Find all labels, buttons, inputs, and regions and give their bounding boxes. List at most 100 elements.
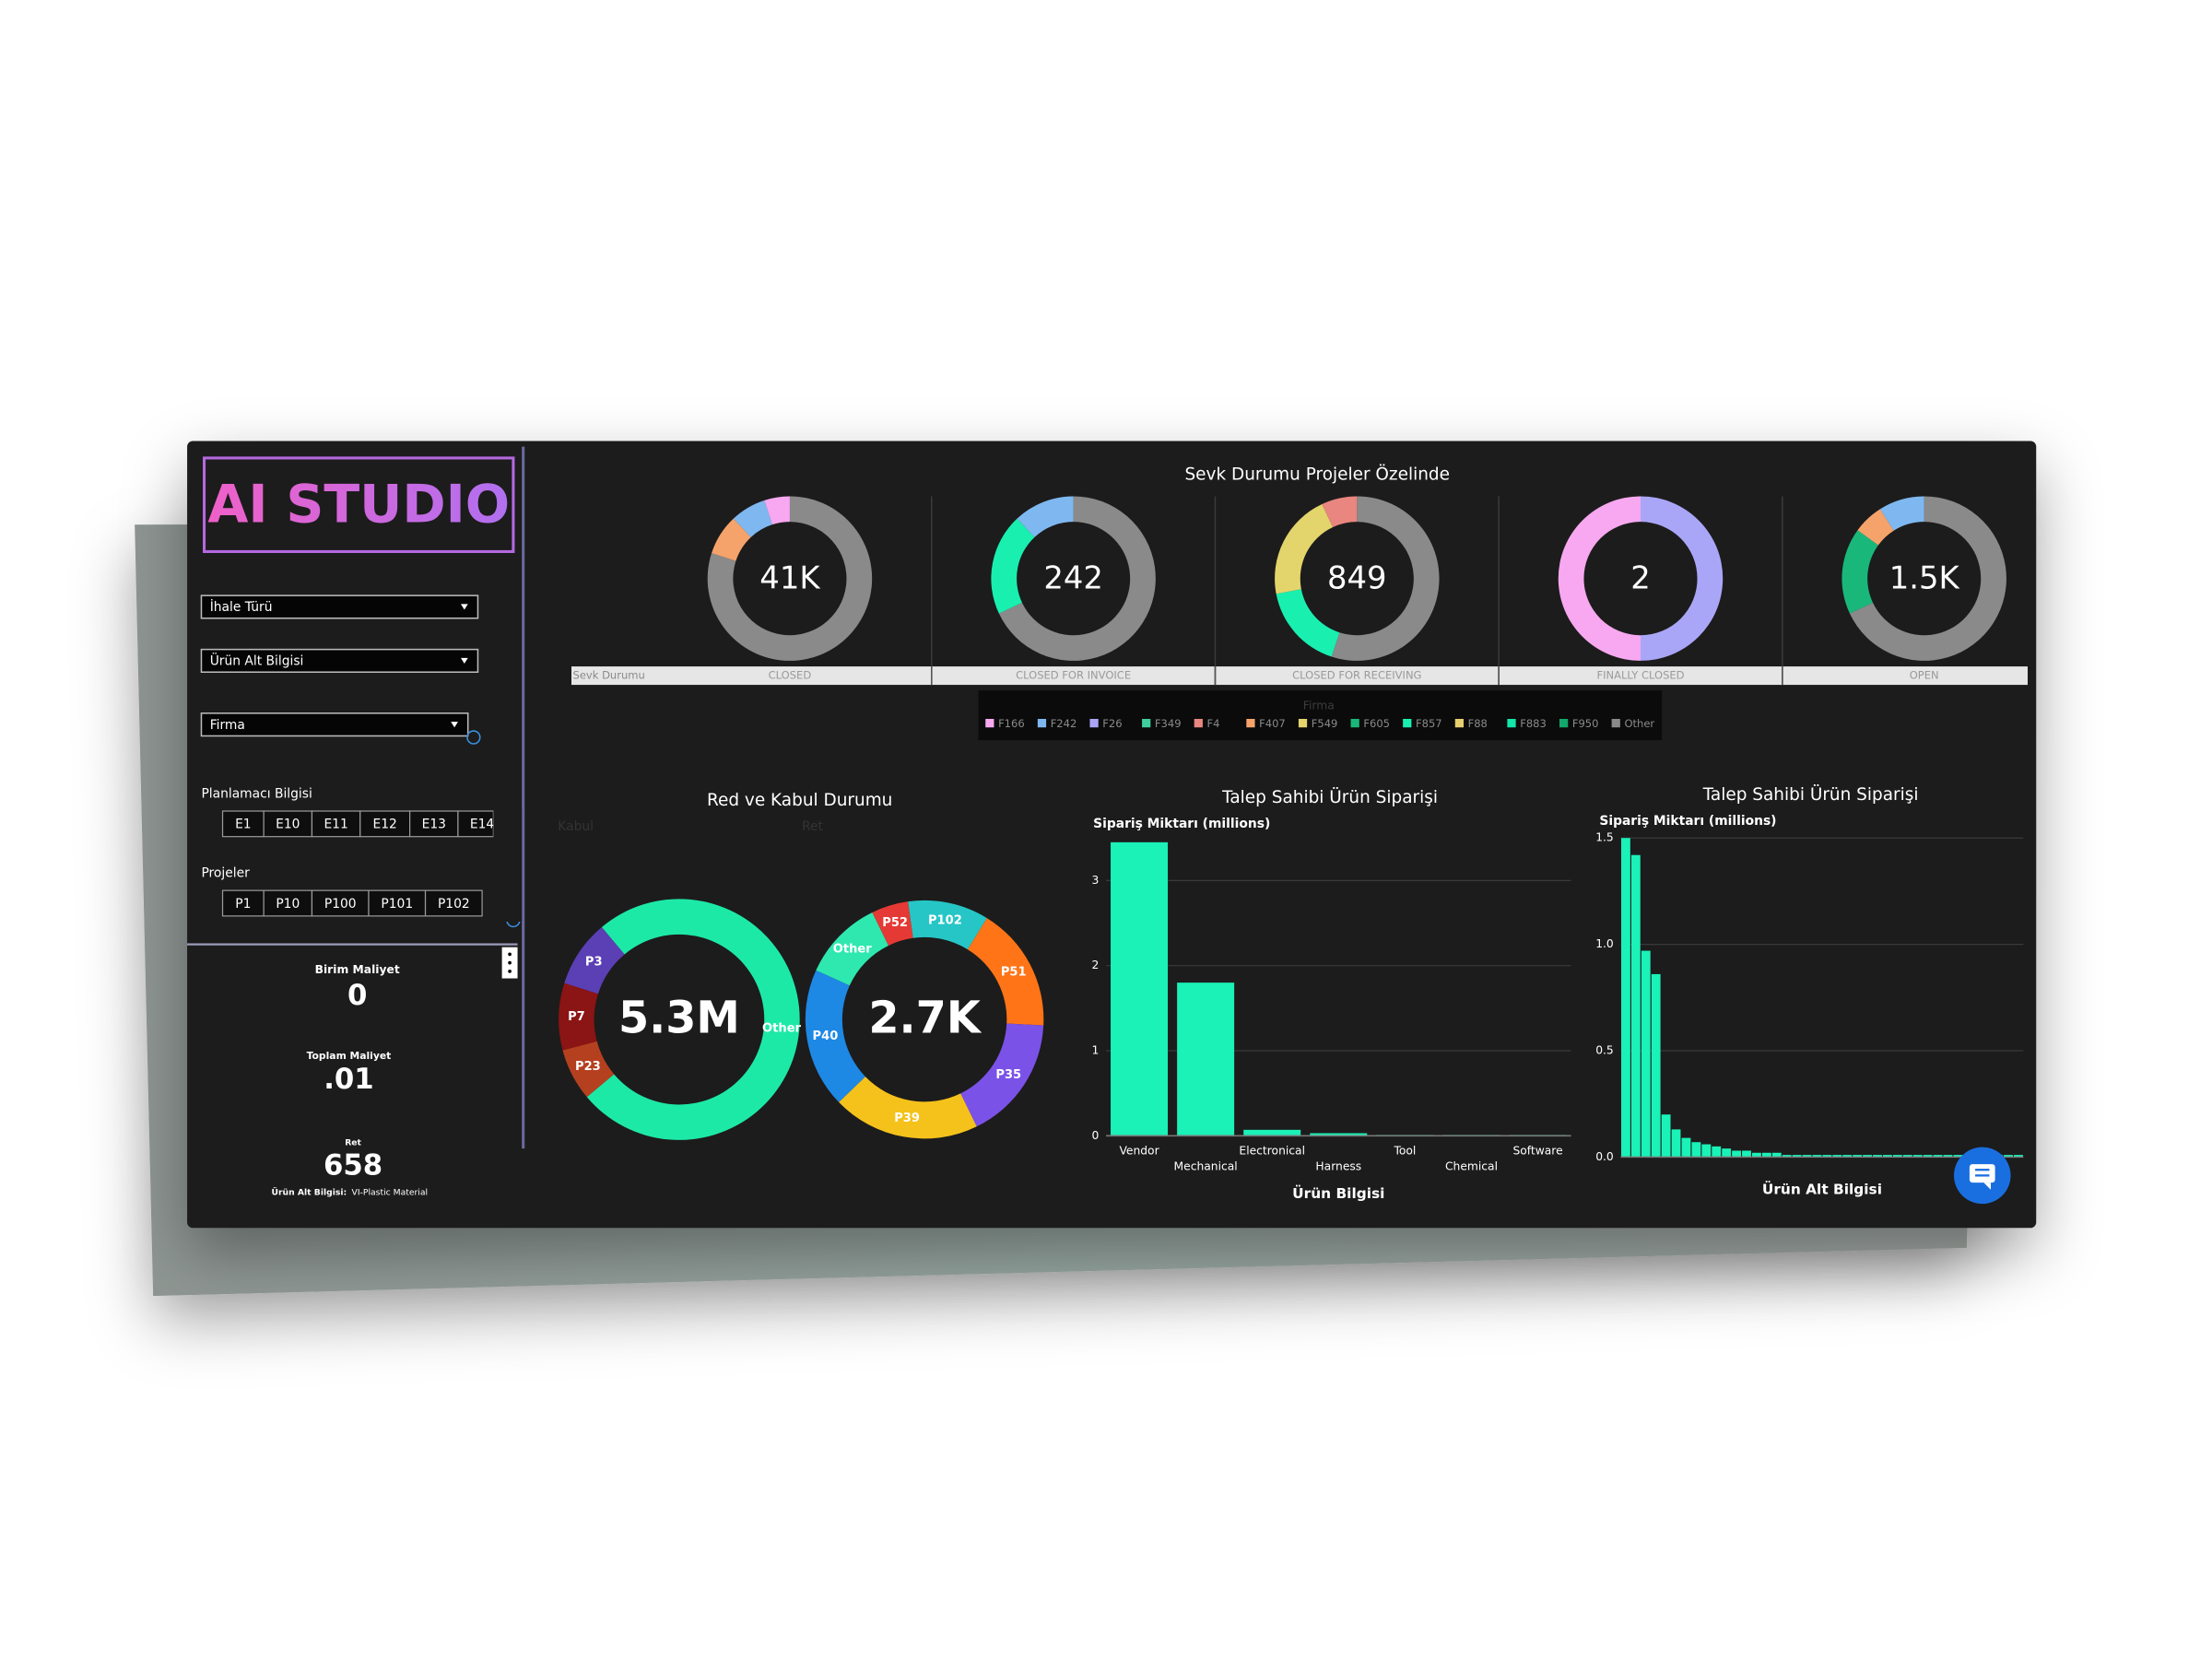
- bar: [1853, 1155, 1863, 1158]
- donut-slice: [991, 518, 1035, 614]
- kpi-label: Ret: [345, 1138, 361, 1148]
- bar: [1681, 1137, 1691, 1158]
- legend-swatch: [1403, 719, 1412, 728]
- donut-slice: [733, 500, 772, 537]
- bar: [1712, 1146, 1722, 1158]
- chip-label: P101: [381, 897, 413, 912]
- chat-icon-tail: [1983, 1182, 1991, 1190]
- x-axis-label: Ürün Bilgisi: [1292, 1184, 1384, 1202]
- donut-slice: [872, 901, 913, 946]
- slice-label: Other: [833, 943, 873, 957]
- donut-slice: [562, 1041, 615, 1098]
- donut-slice: [1331, 496, 1440, 661]
- x-tick-label: Chemical: [1445, 1160, 1498, 1173]
- legend-title: Firma: [1303, 700, 1335, 712]
- legend-swatch: [1507, 719, 1516, 728]
- chip-label: E1: [235, 818, 252, 832]
- donut-slice: [559, 982, 598, 1051]
- dropdown[interactable]: [200, 712, 469, 737]
- chip[interactable]: [424, 889, 483, 917]
- chip[interactable]: [368, 889, 427, 917]
- bar: [1802, 1155, 1812, 1158]
- donut-slice: [960, 1023, 1044, 1127]
- donut-center: 1.5K: [1889, 560, 1960, 596]
- category-label: CLOSED FOR INVOICE: [1016, 669, 1131, 682]
- dashboard: [187, 441, 2037, 1229]
- chip-label: E12: [373, 818, 397, 832]
- chat-icon: [1969, 1164, 1995, 1183]
- chip-label: P102: [438, 897, 470, 912]
- legend-swatch: [1350, 719, 1359, 728]
- donut-slice: [1017, 496, 1074, 537]
- chart-title: Talep Sahibi Ürün Siparişi: [1702, 784, 1919, 805]
- bar: [1902, 1155, 1912, 1158]
- legend-label: F88: [1468, 717, 1488, 730]
- chip[interactable]: [311, 889, 370, 917]
- slice-label: P39: [894, 1112, 920, 1125]
- donut-slice: [816, 912, 888, 986]
- donut-center: 2.7K: [868, 994, 982, 1044]
- menu-dot: [508, 960, 512, 965]
- legend-swatch: [1454, 719, 1464, 728]
- donut-slice: [1322, 496, 1358, 528]
- bar: [1873, 1155, 1882, 1158]
- chart-title: Talep Sahibi Ürün Siparişi: [1221, 787, 1438, 807]
- slice-label: P51: [1001, 966, 1027, 980]
- x-tick-label: Mechanical: [1174, 1160, 1238, 1173]
- legend-label: F242: [1051, 717, 1077, 730]
- donut-label: Kabul: [558, 819, 594, 834]
- chip-label: E13: [422, 818, 446, 832]
- legend-swatch: [1611, 719, 1620, 728]
- chip[interactable]: [263, 889, 313, 917]
- dropdown-label: Firma: [210, 718, 245, 733]
- bar: [1177, 982, 1235, 1136]
- bar: [2004, 1155, 2013, 1158]
- legend-label: F349: [1155, 717, 1182, 730]
- kpi-value: .01: [324, 1063, 373, 1096]
- donut-slice: [908, 900, 987, 950]
- dropdown-arrow: [461, 657, 468, 664]
- legend-swatch: [1142, 719, 1151, 728]
- chip[interactable]: [359, 810, 411, 838]
- bar: [1943, 1155, 1953, 1158]
- legend-label: F883: [1520, 717, 1547, 730]
- chip-label: E11: [324, 818, 347, 832]
- info-icon: [466, 730, 481, 745]
- bar: [1883, 1155, 1892, 1158]
- donut-center: 5.3M: [618, 994, 740, 1044]
- dropdown-arrow: [461, 604, 468, 610]
- legend-label: F26: [1102, 717, 1122, 730]
- chip[interactable]: [221, 889, 265, 917]
- legend-label: F605: [1363, 717, 1390, 730]
- slice-label: P7: [568, 1010, 585, 1024]
- chip-mask: [493, 807, 523, 922]
- x-axis-label: Ürün Alt Bilgisi: [1762, 1180, 1882, 1197]
- bar: [1822, 1155, 1832, 1158]
- donut-slice: [1558, 496, 1641, 661]
- legend-swatch: [1559, 719, 1569, 728]
- kpi-label: Toplam Maliyet: [307, 1050, 392, 1062]
- slice-label: P3: [585, 956, 603, 970]
- y-tick-label: 3: [1091, 874, 1099, 887]
- donut-center: 2: [1630, 560, 1651, 596]
- bar: [1771, 1152, 1782, 1158]
- slice-label: P52: [882, 916, 908, 930]
- chip[interactable]: [311, 810, 361, 838]
- dropdown[interactable]: [200, 648, 479, 674]
- legend-label: F4: [1207, 717, 1220, 730]
- chip[interactable]: [409, 810, 459, 838]
- donut-label: Ret: [802, 819, 823, 834]
- bar: [1812, 1155, 1822, 1158]
- bar: [1792, 1155, 1802, 1158]
- legend-swatch: [1298, 719, 1308, 728]
- category-strip: [571, 666, 2028, 686]
- donut-slice: [764, 496, 790, 525]
- dropdown[interactable]: [200, 594, 479, 619]
- kpi-label: Birim Maliyet: [315, 963, 400, 976]
- bar: [1630, 854, 1641, 1158]
- slice-label: P35: [995, 1068, 1021, 1082]
- y-axis-label: Sipariş Miktarı (millions): [1093, 817, 1270, 831]
- bar: [1243, 1129, 1301, 1136]
- chip-label: E10: [276, 818, 300, 832]
- legend-swatch: [1194, 719, 1203, 728]
